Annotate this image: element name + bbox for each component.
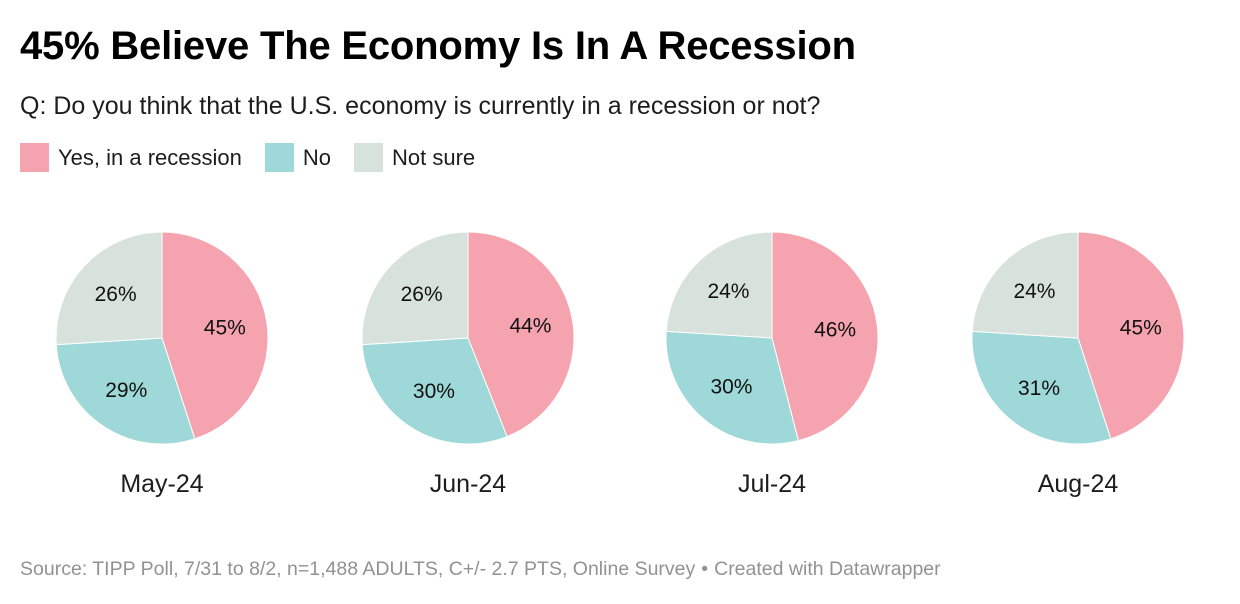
chart-title: 45% Believe The Economy Is In A Recessio…: [20, 24, 856, 68]
pie-slice-not-sure: [971, 231, 1079, 339]
pie-month-label: Aug-24: [1038, 470, 1119, 498]
pie-month-label: Jul-24: [738, 470, 806, 498]
slice-value-label: 29%: [105, 379, 147, 402]
legend-swatch-not-sure: [353, 143, 383, 172]
pie-slice-yes-in-a-recession: [771, 231, 879, 442]
slice-value-label: 45%: [204, 317, 246, 340]
legend-item-yes: Yes, in a recession: [20, 143, 242, 172]
slice-value-label: 30%: [710, 376, 752, 399]
pie-slice-yes-in-a-recession: [161, 231, 269, 440]
pie-slice-no: [55, 337, 196, 445]
legend-label-yes: Yes, in a recession: [58, 144, 242, 170]
slice-value-label: 46%: [814, 319, 856, 342]
source-note: Source: TIPP Poll, 7/31 to 8/2, n=1,488 …: [20, 558, 696, 580]
pie-jun-24: 44% 30% 26% Jun-24: [361, 231, 575, 498]
pie-month-label: May-24: [120, 470, 203, 498]
pie-charts-area: 45% 29% 26% May-24 44% 30% 26% Jun-24 46% 30% 24% J…: [0, 190, 1240, 520]
legend-swatch-no: [264, 143, 294, 172]
footer-separator: •: [701, 558, 709, 580]
legend-swatch-yes: [20, 143, 49, 172]
slice-value-label: 24%: [707, 280, 749, 303]
pie-month-label: Jun-24: [430, 470, 507, 498]
pie-slice-no: [361, 337, 508, 445]
pie-slice-not-sure: [55, 231, 163, 346]
slice-value-label: 44%: [509, 315, 551, 338]
footer: Source: TIPP Poll, 7/31 to 8/2, n=1,488 …: [20, 558, 941, 581]
pie-slice-yes-in-a-recession: [1077, 231, 1185, 440]
slice-value-label: 24%: [1013, 280, 1055, 303]
pie-slice-not-sure: [665, 231, 773, 339]
chart-subtitle: Q: Do you think that the U.S. economy is…: [20, 92, 821, 120]
legend: Yes, in a recession No Not sure: [20, 143, 498, 172]
slice-value-label: 26%: [401, 283, 443, 306]
pie-slice-not-sure: [361, 231, 469, 346]
pie-slice-no: [971, 330, 1112, 445]
slice-value-label: 26%: [95, 283, 137, 306]
credit-link[interactable]: Created with Datawrapper: [714, 558, 941, 580]
pie-slice-no: [665, 330, 799, 445]
legend-item-not-sure: Not sure: [353, 143, 476, 172]
slice-value-label: 31%: [1018, 377, 1060, 400]
slice-value-label: 45%: [1120, 317, 1162, 340]
legend-item-no: No: [264, 143, 331, 172]
pie-jul-24: 46% 30% 24% Jul-24: [665, 231, 879, 498]
pie-charts-svg: 45% 29% 26% May-24 44% 30% 26% Jun-24 46% 30% 24% J…: [55, 231, 1185, 498]
pie-slice-yes-in-a-recession: [467, 231, 575, 438]
legend-label-no: No: [302, 144, 331, 170]
pie-aug-24: 45% 31% 24% Aug-24: [971, 231, 1185, 498]
slice-value-label: 30%: [413, 380, 455, 403]
pie-may-24: 45% 29% 26% May-24: [55, 231, 269, 498]
legend-label-not-sure: Not sure: [391, 144, 476, 170]
